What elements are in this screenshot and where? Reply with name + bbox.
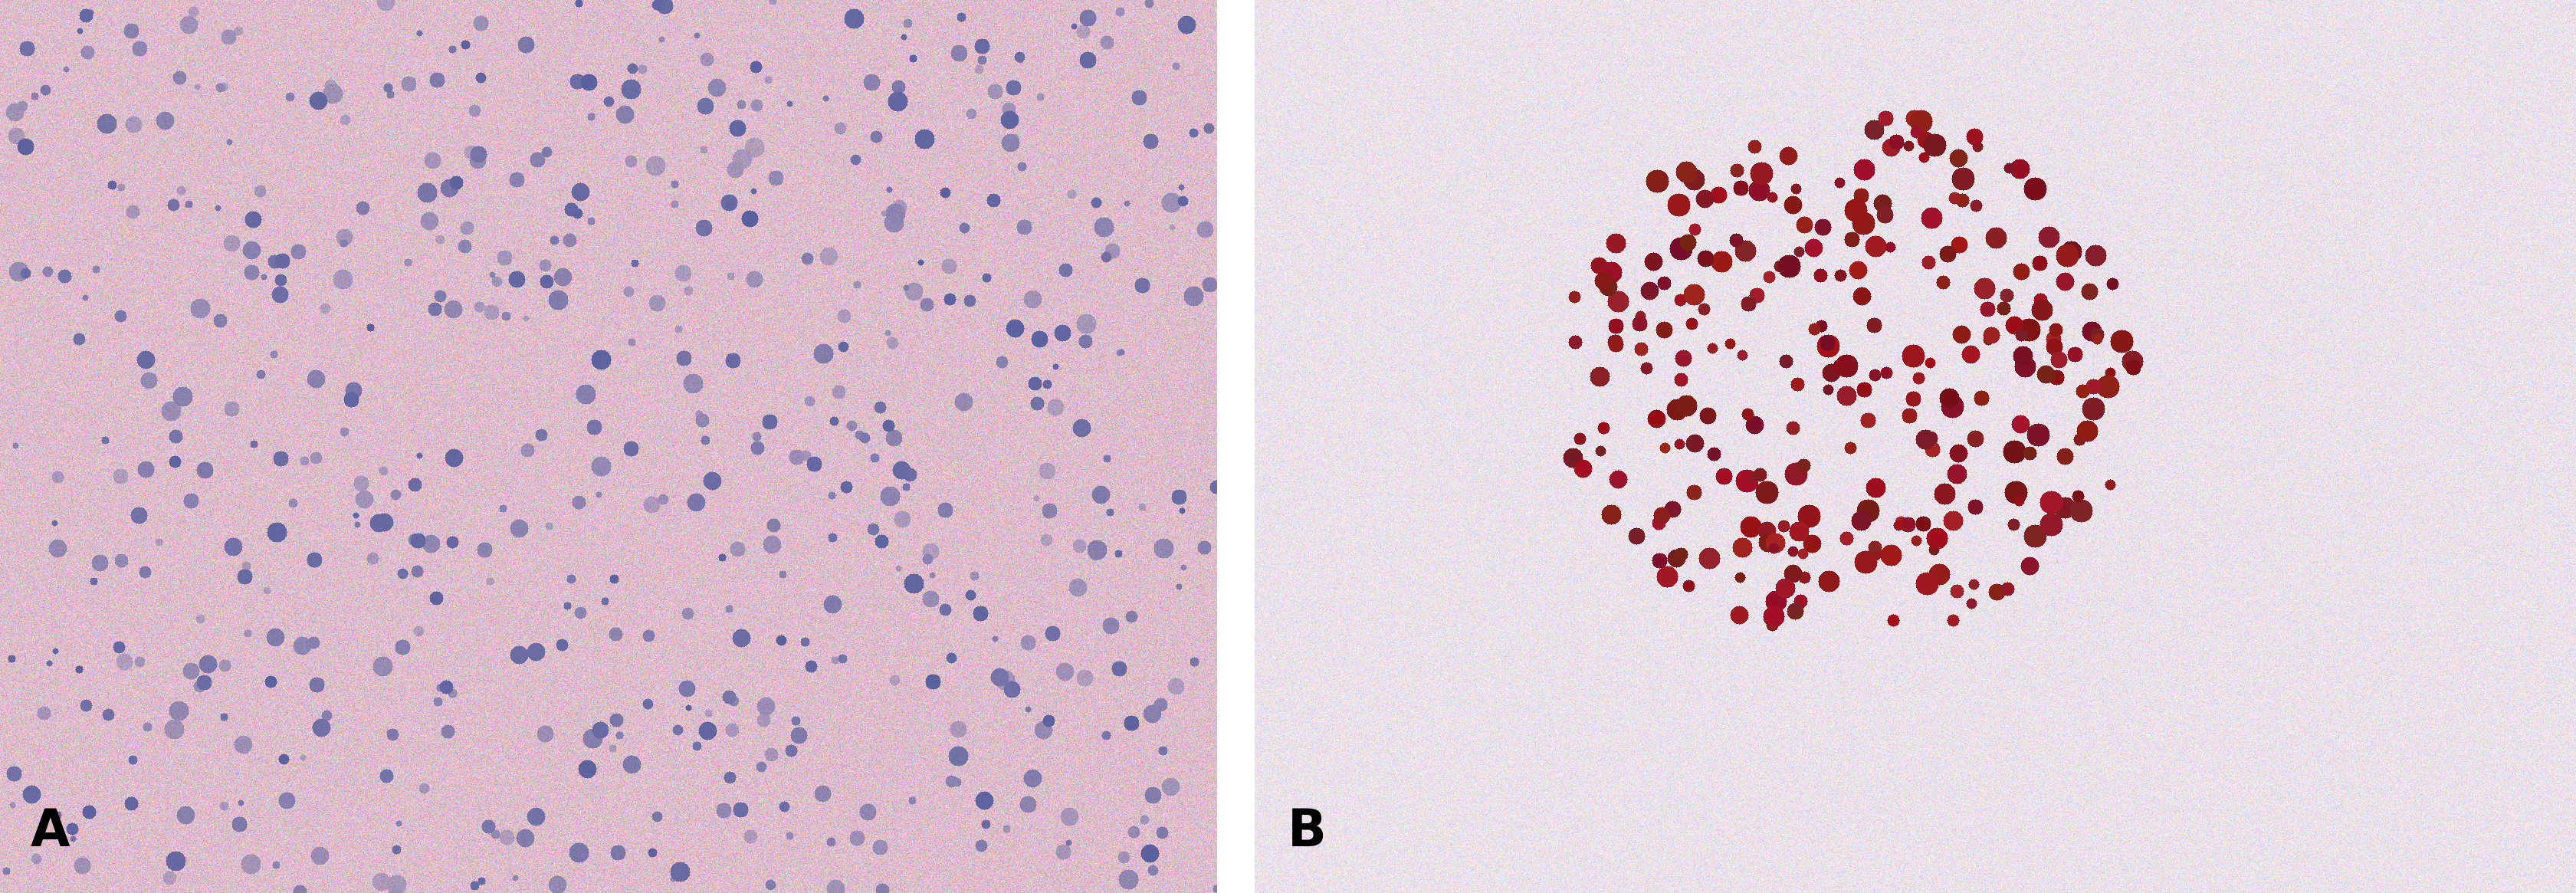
Text: A: A bbox=[31, 806, 70, 857]
Text: B: B bbox=[1288, 806, 1327, 857]
